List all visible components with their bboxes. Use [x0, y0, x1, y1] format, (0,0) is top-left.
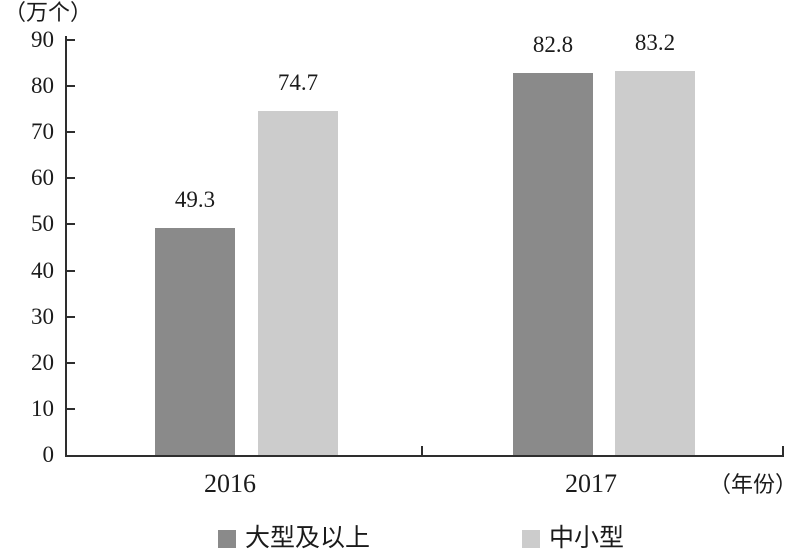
y-axis-tick: [67, 223, 75, 225]
y-tick-label: 80: [31, 73, 54, 98]
legend-label-small-medium: 中小型: [549, 525, 625, 552]
x-axis-unit-label: （年份）: [708, 472, 797, 497]
y-tick-label: 70: [31, 119, 54, 144]
bar-value-label: 83.2: [634, 30, 676, 55]
y-axis-tick: [67, 131, 75, 133]
y-axis-tick: [67, 362, 75, 364]
y-tick-label: 10: [31, 396, 54, 421]
y-tick-label: 50: [31, 211, 54, 236]
legend: 大型及以上 中小型: [0, 524, 800, 554]
x-axis-tick-end: [782, 446, 784, 455]
y-tick-label: 20: [31, 350, 54, 375]
legend-item-large: 大型及以上: [218, 526, 370, 552]
y-tick-label: 60: [31, 165, 54, 190]
legend-swatch-dark: [218, 530, 236, 548]
x-axis-line: [65, 455, 784, 457]
x-axis-tick-mid: [421, 446, 423, 455]
bar-value-label: 49.3: [174, 187, 216, 212]
bar-大型及以上-2017: [513, 73, 593, 455]
y-tick-label: 90: [31, 27, 54, 52]
y-axis-tick: [67, 177, 75, 179]
y-axis-tick: [67, 85, 75, 87]
y-axis-line: [65, 36, 67, 457]
y-tick-label: 30: [31, 304, 54, 329]
bar-中小型-2017: [615, 71, 695, 455]
legend-swatch-light: [522, 530, 540, 548]
y-axis-tick: [67, 316, 75, 318]
x-tick-label-2017: 2017: [565, 469, 617, 498]
y-axis-tick: [67, 408, 75, 410]
bar-大型及以上-2016: [155, 228, 235, 455]
y-axis-unit-label: （万个）: [4, 0, 93, 25]
bar-value-label: 74.7: [277, 70, 319, 95]
x-tick-label-2016: 2016: [204, 469, 256, 498]
y-tick-label: 40: [31, 258, 54, 283]
legend-item-small-medium: 中小型: [522, 526, 624, 552]
y-tick-label: 0: [42, 442, 55, 467]
y-axis-tick: [67, 39, 75, 41]
bar-value-label: 82.8: [532, 32, 574, 57]
legend-label-large: 大型及以上: [245, 525, 371, 552]
y-axis-tick: [67, 270, 75, 272]
bar-中小型-2016: [258, 111, 338, 455]
